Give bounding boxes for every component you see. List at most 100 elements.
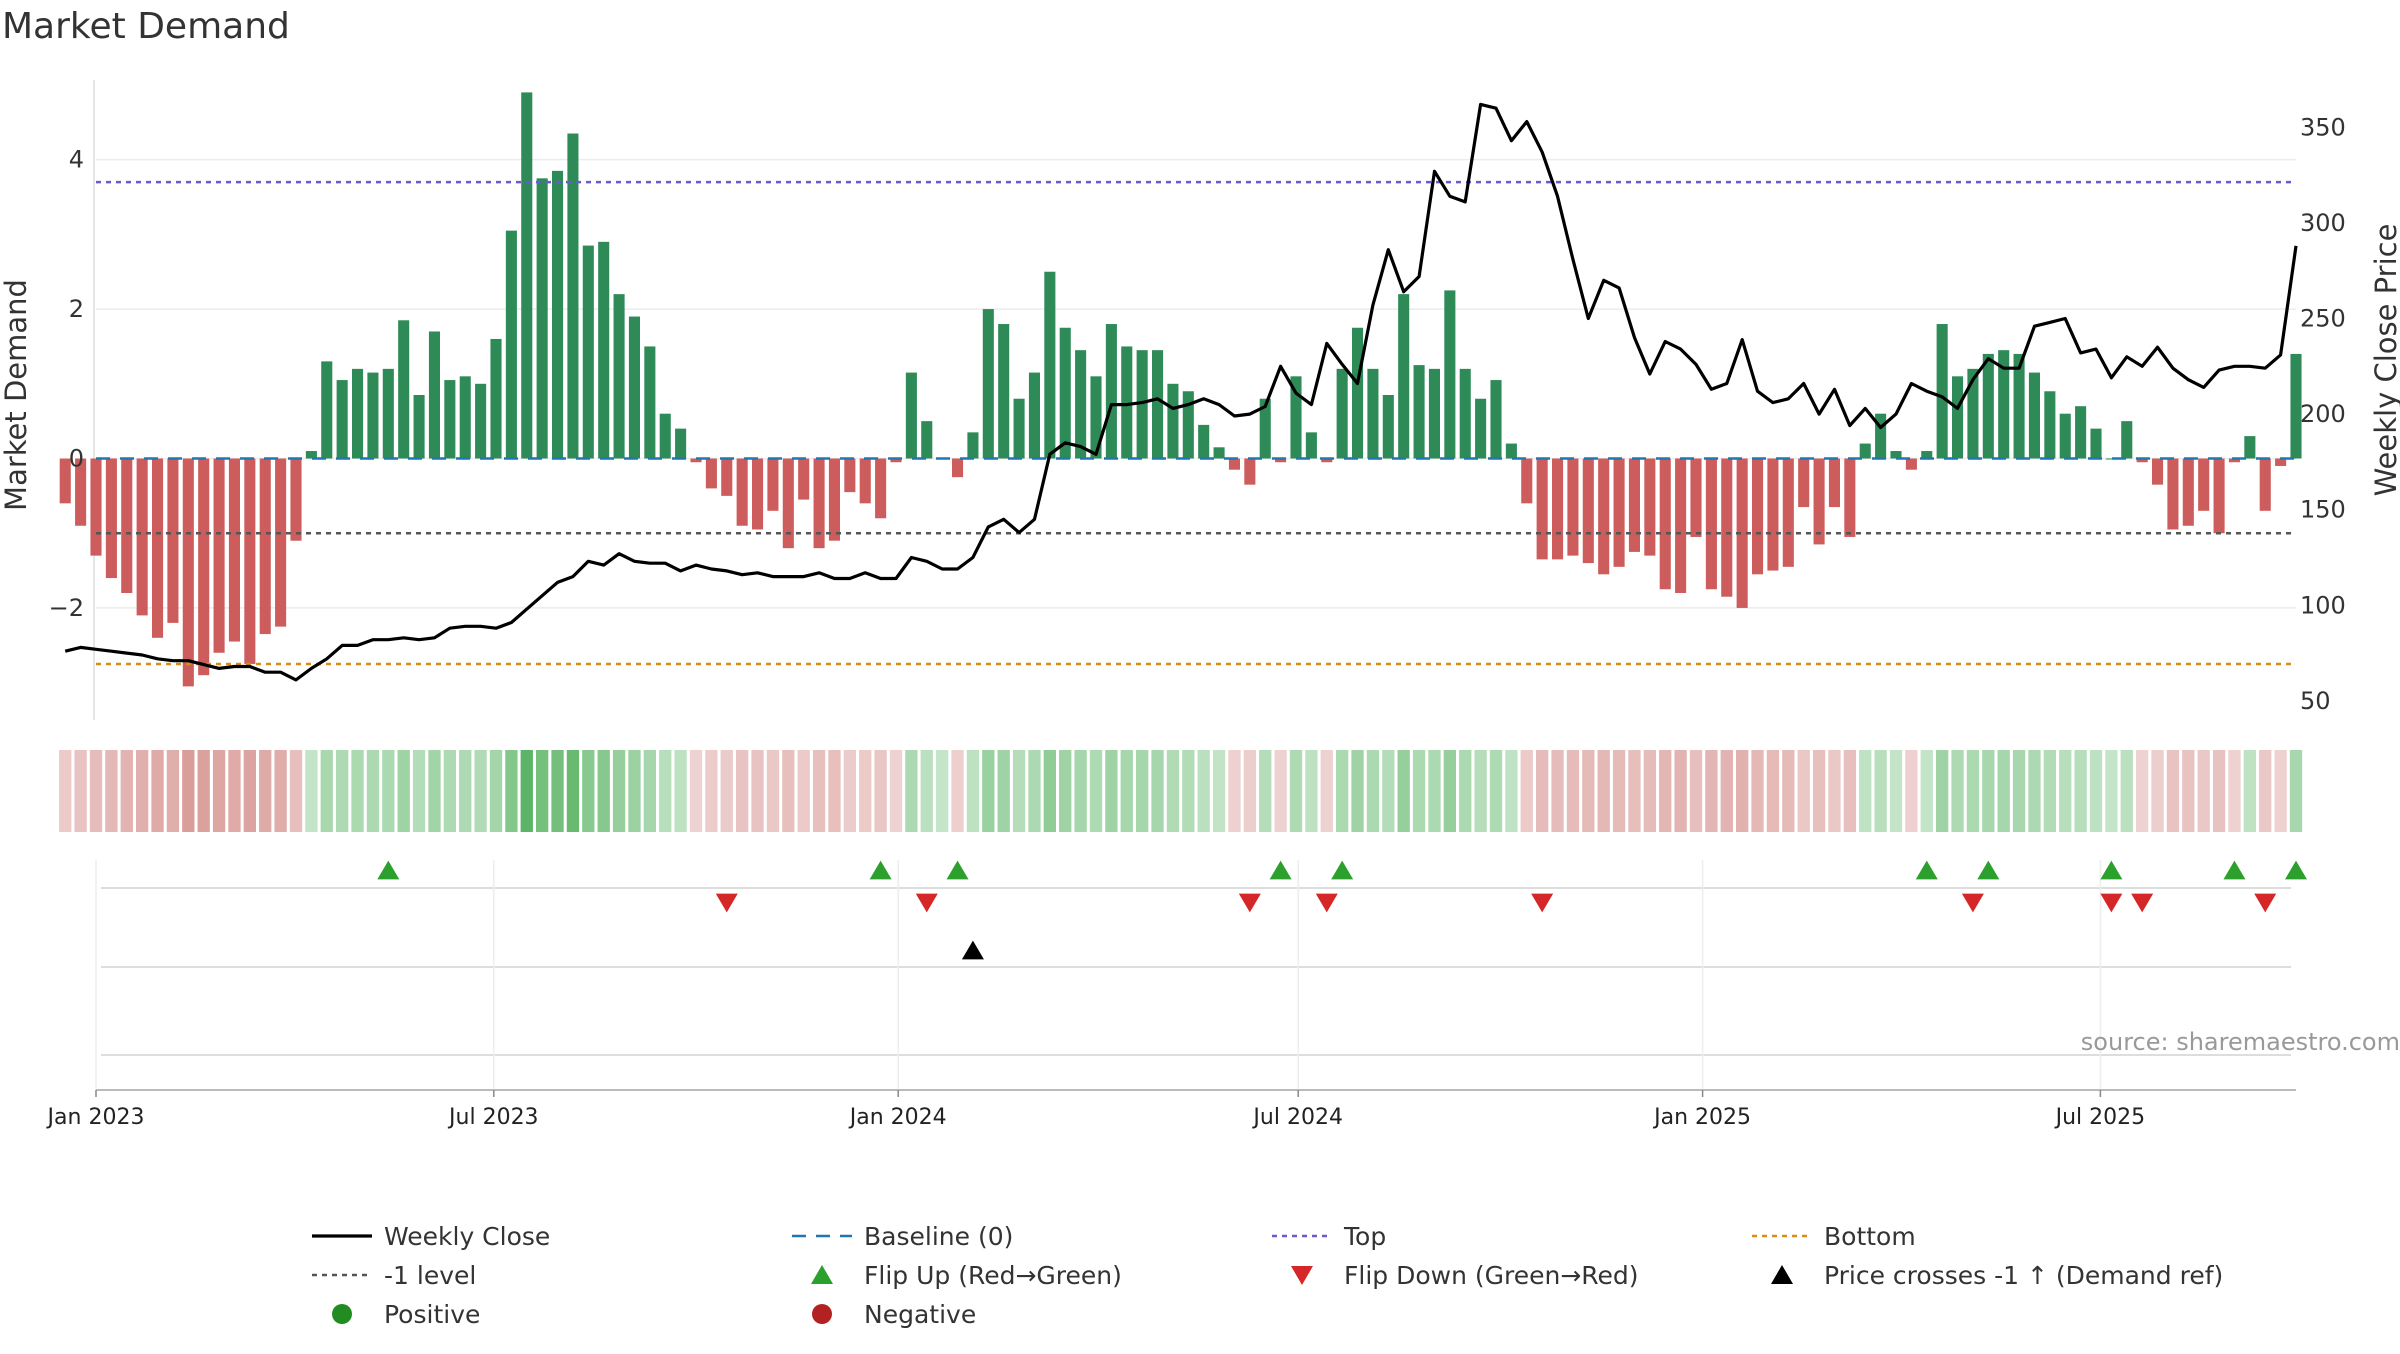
- heat-cell-negative: [751, 750, 764, 832]
- demand-bar-negative: [782, 458, 794, 549]
- legend-swatch-triangle-down-icon: [1291, 1266, 1313, 1285]
- demand-bar-positive: [1859, 443, 1871, 459]
- heat-cell-positive: [1936, 750, 1949, 832]
- demand-bar-negative: [228, 458, 240, 642]
- demand-bar-positive: [1075, 350, 1087, 459]
- demand-bar-positive: [2075, 406, 2087, 459]
- flip-up-marker: [377, 860, 400, 880]
- flip-up-marker: [2100, 860, 2123, 880]
- demand-bar-positive: [1952, 376, 1964, 459]
- heat-cell-negative: [2151, 750, 2164, 832]
- flip-down-marker: [1961, 893, 1984, 913]
- heat-cell-positive: [1336, 750, 1349, 832]
- demand-bar-negative: [952, 458, 964, 478]
- demand-bar-positive: [444, 380, 456, 459]
- legend-item: Top: [1272, 1222, 1386, 1251]
- legend-swatch-dot-icon: [332, 1304, 352, 1324]
- demand-bar-positive: [1367, 368, 1379, 459]
- demand-bar-positive: [982, 309, 994, 459]
- heat-cell-negative: [766, 750, 780, 832]
- heat-cell-negative: [182, 750, 195, 832]
- heat-cell-positive: [1474, 750, 1487, 832]
- demand-bar-negative: [875, 458, 887, 519]
- heat-cell-positive: [1305, 750, 1318, 832]
- heat-cell-positive: [1366, 750, 1380, 832]
- legend-label: Flip Down (Green→Red): [1344, 1261, 1639, 1290]
- heat-cell-negative: [1612, 750, 1626, 832]
- legend-item: Weekly Close: [312, 1222, 550, 1251]
- heat-cell-positive: [1212, 750, 1226, 832]
- heat-cell-positive: [366, 750, 380, 832]
- demand-bar-negative: [1736, 458, 1748, 608]
- flip-up-marker: [869, 860, 892, 880]
- heat-cell-negative: [120, 750, 133, 832]
- heat-cell-positive: [551, 750, 564, 832]
- demand-bar-positive: [382, 368, 394, 459]
- demand-bar-negative: [752, 458, 764, 530]
- demand-bar-positive: [998, 324, 1010, 459]
- demand-bar-negative: [1690, 458, 1702, 537]
- demand-bars: [59, 92, 2302, 687]
- heat-cell-positive: [920, 750, 933, 832]
- heat-cell-positive: [1120, 750, 1133, 832]
- demand-bar-positive: [2105, 458, 2117, 460]
- demand-bar-positive: [1352, 327, 1364, 459]
- heat-cell-negative: [705, 750, 718, 832]
- heat-cell-positive: [1412, 750, 1426, 832]
- heat-cell-negative: [689, 750, 703, 832]
- heat-cell-negative: [1751, 750, 1764, 832]
- demand-bar-positive: [1382, 395, 1394, 459]
- legend-item: Price crosses -1 ↑ (Demand ref): [1771, 1261, 2223, 1290]
- heat-cell-positive: [1289, 750, 1303, 832]
- demand-bar-negative: [75, 458, 87, 526]
- demand-bar-positive: [1198, 424, 1210, 459]
- y2-tick-label: 300: [2300, 209, 2346, 237]
- demand-bar-positive: [552, 170, 564, 459]
- demand-bar-negative: [2152, 458, 2164, 485]
- demand-bar-negative: [1813, 458, 1825, 545]
- heat-cell-positive: [1074, 750, 1087, 832]
- heat-cell-negative: [2274, 750, 2287, 832]
- heat-cell-positive: [582, 750, 595, 832]
- demand-bar-negative: [1521, 458, 1533, 504]
- demand-bar-positive: [613, 294, 625, 459]
- demand-bar-positive: [2090, 428, 2102, 459]
- demand-bar-positive: [628, 316, 640, 459]
- flip-up-marker: [1977, 860, 2000, 880]
- flip-up-marker: [946, 860, 969, 880]
- heat-cell-negative: [259, 750, 272, 832]
- heat-cell-negative: [1243, 750, 1256, 832]
- heat-cell-positive: [536, 750, 549, 832]
- x-tick-label: Jan 2024: [848, 1105, 947, 1130]
- y-tick-label: 0: [69, 445, 84, 473]
- heat-cell-negative: [1828, 750, 1841, 832]
- heat-cell-negative: [1705, 750, 1718, 832]
- y2-tick-label: 200: [2300, 400, 2346, 428]
- heat-cell-positive: [2105, 750, 2118, 832]
- heat-cell-negative: [74, 750, 87, 832]
- demand-bar-positive: [521, 92, 533, 459]
- heat-cell-negative: [166, 750, 180, 832]
- demand-bar-positive: [1013, 398, 1025, 459]
- heat-cell-negative: [2212, 750, 2226, 832]
- demand-bar-positive: [1182, 391, 1194, 459]
- demand-bar-positive: [505, 230, 517, 459]
- demand-bar-negative: [1244, 458, 1256, 485]
- legend-label: Baseline (0): [864, 1222, 1013, 1251]
- heat-cell-negative: [889, 750, 903, 832]
- heat-cell-negative: [782, 750, 795, 832]
- heat-cell-positive: [351, 750, 364, 832]
- y-axis-label: Market Demand: [0, 279, 33, 511]
- demand-bar-negative: [736, 458, 748, 526]
- y-tick-label: −2: [49, 594, 84, 622]
- heat-cell-positive: [1351, 750, 1364, 832]
- demand-bar-negative: [1782, 458, 1794, 567]
- heat-cell-positive: [428, 750, 441, 832]
- demand-bar-positive: [905, 372, 917, 459]
- heat-cell-negative: [1628, 750, 1641, 832]
- demand-bar-negative: [828, 458, 840, 541]
- heat-cell-negative: [197, 750, 210, 832]
- heat-cell-negative: [59, 750, 72, 832]
- y-tick-label: 2: [69, 295, 84, 323]
